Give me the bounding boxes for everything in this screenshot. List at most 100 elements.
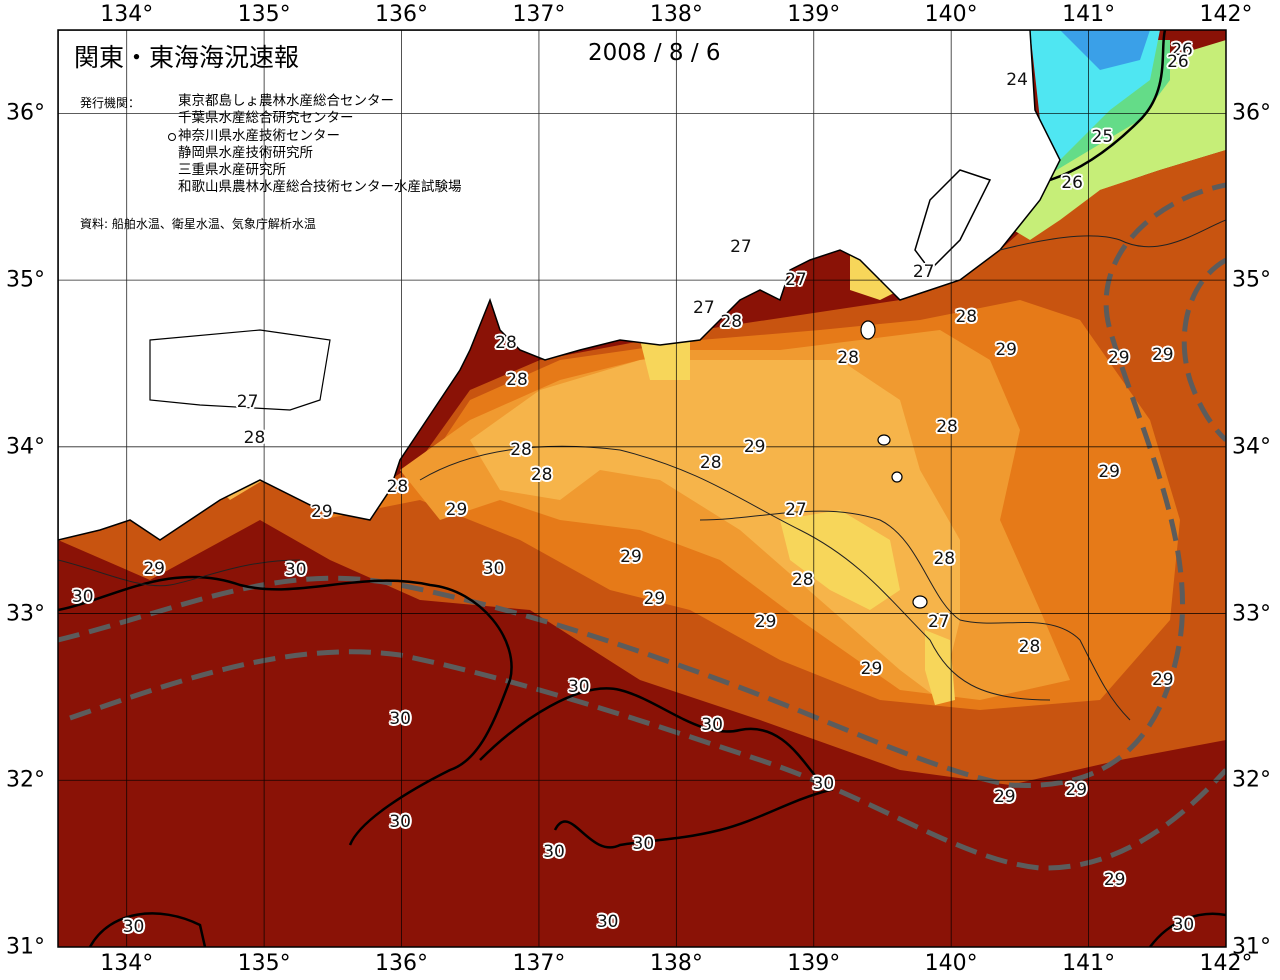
longitude-label-bottom: 138° xyxy=(649,951,703,976)
longitude-label-bottom: 140° xyxy=(924,951,978,976)
longitude-label-top: 137° xyxy=(512,2,566,27)
graticule xyxy=(58,30,1226,947)
isotherm-label: 29 xyxy=(620,546,642,567)
isotherm-label: 29 xyxy=(1098,461,1121,482)
issuer-item: 神奈川県水産技術センター xyxy=(168,128,462,145)
isotherm-label: 28 xyxy=(955,306,978,327)
longitude-label-top: 135° xyxy=(237,2,291,27)
isotherm-label: 29 xyxy=(1065,780,1088,801)
isotherm-label: 26 xyxy=(1171,40,1193,60)
isotherm-label: 30 xyxy=(596,911,619,932)
isotherm-label: 27 xyxy=(927,611,950,632)
map-frame xyxy=(57,29,1227,948)
isotherm-label: 27 xyxy=(236,391,259,412)
issuer-list: 東京都島しょ農林水産総合センター 千葉県水産総合研究センター 神奈川県水産技術セ… xyxy=(168,93,462,197)
isotherm-label: 30 xyxy=(543,841,565,862)
isotherm-label: 25 xyxy=(1091,126,1114,147)
isotherm-label: 24 xyxy=(1006,70,1028,91)
longitude-label-bottom: 142° xyxy=(1199,951,1253,976)
region-27-28-c xyxy=(640,340,690,380)
isotherm-label: 28 xyxy=(1018,636,1041,657)
longitude-label-bottom: 137° xyxy=(512,951,566,976)
isotherm-label: 30 xyxy=(71,586,94,607)
isotherm-label: 29 xyxy=(445,500,468,521)
isotherm-label: 30 xyxy=(284,560,307,581)
isotherm-label: 29 xyxy=(860,658,883,679)
issuer-item: 和歌山県農林水産総合技術センター水産試験場 xyxy=(178,179,462,196)
isotherm-label: 28 xyxy=(699,453,722,474)
isotherm-label: 29 xyxy=(995,340,1017,361)
isotherm-30-north xyxy=(58,575,513,846)
isotherm-label: 28 xyxy=(243,428,266,449)
map-date: 2008 / 8 / 6 xyxy=(588,40,721,66)
issuer-item: 静岡県水産技術研究所 xyxy=(178,144,313,161)
region-28-29-light xyxy=(470,360,960,700)
kuroshio-axis-south xyxy=(69,649,1226,871)
land-boso xyxy=(914,169,992,272)
latitude-label-right: 33° xyxy=(1232,601,1271,627)
island-oshima xyxy=(860,320,876,340)
isotherm-label: 29 xyxy=(143,558,166,579)
isotherm-label: 29 xyxy=(311,501,333,522)
isotherm-label: 29 xyxy=(1107,348,1130,369)
isotherm-thin-3 xyxy=(999,219,1226,251)
latitude-label-right: 31° xyxy=(1232,934,1271,960)
issuer-item: 三重県水産研究所 xyxy=(178,162,286,179)
longitude-label-bottom: 134° xyxy=(100,951,154,976)
latitude-label-left: 33° xyxy=(6,601,45,627)
isotherm-label: 26 xyxy=(1167,51,1189,72)
latitude-label-right: 32° xyxy=(1232,767,1271,793)
isotherm-30-se xyxy=(1148,912,1226,947)
issuer-item: 千葉県水産総合研究センター xyxy=(178,110,354,127)
isotherm-label: 30 xyxy=(567,676,590,697)
longitude-label-top: 142° xyxy=(1199,2,1253,27)
longitude-label-top: 139° xyxy=(787,2,841,27)
data-source-note: 資料: 船舶水温、衛星水温、気象庁解析水温 xyxy=(80,217,316,231)
island-toshima xyxy=(877,434,891,446)
isotherm-label: 28 xyxy=(936,416,958,437)
isotherm-26 xyxy=(1049,30,1167,182)
kuroshio-axis-north xyxy=(58,182,1226,789)
isotherm-label: 28 xyxy=(506,370,528,391)
isotherm-label: 29 xyxy=(643,588,666,609)
isotherm-label: 29 xyxy=(743,436,766,457)
latitude-label-left: 35° xyxy=(6,267,45,293)
longitude-label-bottom: 141° xyxy=(1062,951,1116,976)
isotherm-label: 30 xyxy=(1172,915,1195,936)
issuer-label: 発行機関： xyxy=(80,96,141,110)
isotherm-label: 28 xyxy=(720,311,743,332)
isotherm-label: 29 xyxy=(754,611,777,632)
isotherm-label: 29 xyxy=(1103,870,1126,891)
isotherm-label: 28 xyxy=(495,333,517,354)
longitude-label-bottom: 136° xyxy=(375,951,429,976)
isotherm-label: 28 xyxy=(510,440,532,461)
isotherm-30-south xyxy=(88,912,207,947)
isotherm-label: 29 xyxy=(1151,670,1174,691)
latitude-label-left: 32° xyxy=(6,767,45,793)
region-lt-24 xyxy=(1060,30,1150,70)
isotherm-label: 29 xyxy=(1151,345,1174,366)
isotherm-label: 30 xyxy=(389,708,411,729)
longitude-label-top: 138° xyxy=(649,2,703,27)
island-hachijo xyxy=(938,640,948,680)
isotherm-label: 28 xyxy=(791,570,814,591)
isotherm-label: 27 xyxy=(912,261,935,282)
isotherm-label: 28 xyxy=(386,476,409,497)
latitude-label-left: 31° xyxy=(6,934,45,960)
longitude-label-top: 141° xyxy=(1062,2,1116,27)
issuer-item: 東京都島しょ農林水産総合センター xyxy=(178,93,394,109)
island-niijima xyxy=(891,471,903,483)
isotherm-label: 30 xyxy=(812,773,835,794)
island-miyake xyxy=(912,595,928,609)
isotherm-label: 27 xyxy=(785,270,807,291)
longitude-label-top: 140° xyxy=(924,2,978,27)
latitude-label-right: 36° xyxy=(1232,100,1271,126)
isotherm-label: 27 xyxy=(730,236,752,257)
isotherm-label: 29 xyxy=(993,786,1016,807)
isotherm-label: 30 xyxy=(701,715,723,736)
isotherm-label: 30 xyxy=(389,811,411,832)
isotherm-thin-4 xyxy=(58,559,301,587)
region-26-27 xyxy=(1005,40,1226,240)
